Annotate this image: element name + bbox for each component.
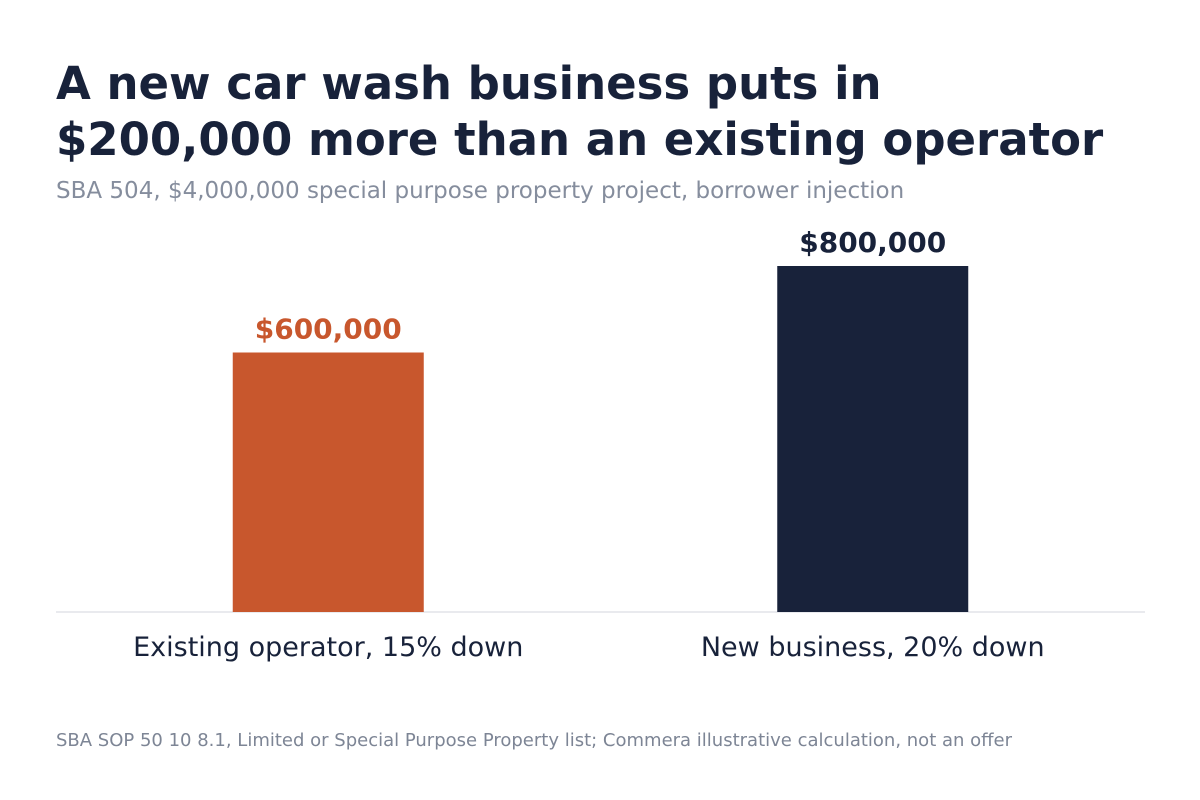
x-tick-label-2: New business, 20% down	[701, 632, 1045, 663]
chart-subtitle: SBA 504, $4,000,000 special purpose prop…	[56, 178, 905, 204]
bar-2	[777, 266, 969, 612]
chart-title: A new car wash business puts in $200,000…	[56, 56, 1156, 168]
bar-series: $600,000 Existing operator, 15% down $800,…	[133, 226, 1045, 663]
chart-title-line-2: $200,000 more than an existing operator	[56, 113, 1104, 166]
x-tick-label-1: Existing operator, 15% down	[133, 632, 523, 663]
source-note: SBA SOP 50 10 8.1, Limited or Special Pu…	[56, 730, 1013, 751]
bar-value-label-1: $600,000	[255, 313, 402, 346]
bar-value-label-2: $800,000	[799, 226, 946, 259]
bar-1	[232, 352, 424, 612]
chart-title-line-1: A new car wash business puts in	[56, 57, 882, 110]
bar-chart: $600,000 Existing operator, 15% down $800,…	[56, 226, 1145, 663]
